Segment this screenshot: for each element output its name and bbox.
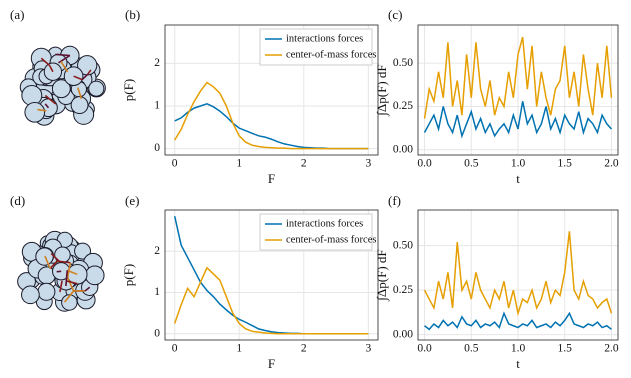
force-link [66, 277, 75, 292]
series-line [423, 101, 613, 139]
force-link [40, 57, 51, 67]
x-axis-label: t [516, 171, 520, 186]
force-link [57, 260, 71, 264]
x-tick-label: 3 [365, 343, 371, 355]
force-link [84, 286, 91, 292]
panel-label: (c) [388, 7, 402, 22]
legend-label: center-of-mass forces [286, 49, 376, 60]
cell [51, 79, 71, 99]
force-link [65, 270, 69, 287]
panel-label: (f) [388, 193, 401, 208]
force-link [55, 53, 70, 57]
force-link [58, 54, 71, 64]
x-tick-label: 3 [365, 158, 371, 170]
force-link [87, 69, 92, 75]
series-line [423, 36, 613, 119]
legend-box [259, 28, 373, 66]
y-tick-label: 2 [154, 57, 160, 69]
force-link [59, 280, 63, 293]
legend-box [259, 213, 373, 251]
y-tick-label: 0.00 [393, 328, 413, 340]
legend-label: interactions forces [286, 33, 363, 44]
x-tick-label: 0.0 [417, 158, 432, 170]
cell-cluster [17, 230, 105, 312]
cell [24, 101, 46, 123]
y-axis-label: p(F) [121, 79, 136, 101]
y-tick-label: 0.50 [393, 57, 413, 69]
y-tick-label: 0.50 [393, 239, 413, 251]
y-tick-label: 0.00 [393, 143, 413, 155]
y-tick-label: 0 [154, 142, 160, 154]
force-link [66, 262, 72, 278]
y-axis-label: p(F) [121, 264, 136, 286]
x-tick-label: 1.0 [511, 158, 526, 170]
force-link [48, 65, 54, 73]
y-tick-label: 2 [154, 245, 160, 257]
x-tick-label: 2.0 [604, 158, 619, 170]
cell [21, 285, 40, 305]
x-tick-label: 0.5 [464, 158, 479, 170]
panel-label: (a) [10, 7, 24, 22]
series-line [174, 81, 369, 150]
plot-frame [164, 209, 379, 341]
cell [84, 265, 105, 286]
y-tick-label: 0.25 [393, 100, 413, 112]
x-axis-label: t [516, 356, 520, 371]
x-tick-label: 0.0 [417, 343, 432, 355]
x-tick-label: 0 [172, 158, 178, 170]
force-link [60, 60, 69, 73]
plot-frame [417, 209, 619, 341]
panel-label: (e) [125, 193, 139, 208]
x-tick-label: 2 [301, 343, 307, 355]
force-link [44, 103, 50, 109]
force-link [63, 290, 75, 303]
series-line [423, 231, 613, 317]
y-tick-label: 0 [154, 327, 160, 339]
cell [37, 282, 56, 301]
x-tick-label: 1.0 [511, 343, 526, 355]
force-link [49, 260, 58, 269]
x-tick-label: 1.5 [558, 158, 573, 170]
cell [74, 242, 92, 260]
force-link [44, 94, 57, 105]
y-tick-label: 0.25 [393, 284, 413, 296]
panel-label: (b) [125, 7, 140, 22]
x-tick-label: 1 [236, 158, 242, 170]
x-tick-label: 0.5 [464, 343, 479, 355]
force-link [77, 87, 83, 100]
y-axis-label: ∫Δp(F) dF [374, 64, 390, 116]
cell-cluster [19, 45, 106, 126]
force-link [65, 280, 78, 285]
cell [70, 96, 89, 115]
legend-label: center-of-mass forces [286, 234, 376, 245]
force-link [44, 255, 51, 269]
x-tick-label: 1 [236, 343, 242, 355]
panel-label: (d) [10, 193, 25, 208]
series-line [424, 311, 612, 331]
cell [88, 80, 105, 97]
y-tick-label: 1 [154, 286, 160, 298]
cell [21, 84, 43, 106]
y-axis-label: ∫Δp(F) dF [374, 249, 390, 301]
force-link [81, 73, 89, 81]
series-line [173, 266, 369, 335]
legend-label: interactions forces [286, 218, 363, 229]
force-link [37, 108, 47, 112]
x-tick-label: 2 [301, 158, 307, 170]
x-tick-label: 2.0 [604, 343, 619, 355]
x-axis-label: F [268, 356, 275, 371]
plot-frame [417, 24, 619, 156]
x-tick-label: 1.5 [558, 343, 573, 355]
x-axis-label: F [268, 171, 275, 186]
force-link [73, 75, 83, 81]
series-line [174, 103, 369, 150]
x-tick-label: 0 [172, 343, 178, 355]
plot-frame [164, 24, 379, 156]
cell [61, 294, 78, 311]
y-tick-label: 1 [154, 100, 160, 112]
